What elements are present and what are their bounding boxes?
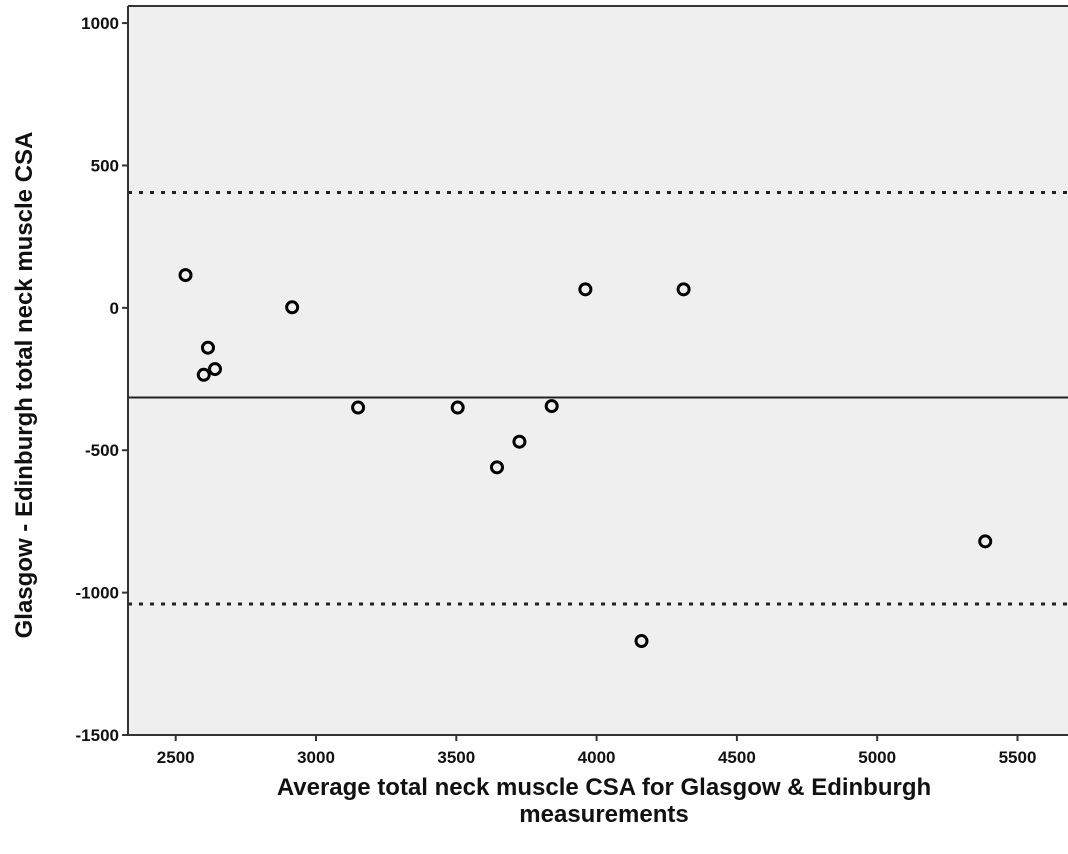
x-tick-label: 2500 bbox=[157, 748, 195, 767]
y-tick-label: -1500 bbox=[76, 726, 119, 745]
data-point bbox=[676, 282, 691, 297]
data-point bbox=[207, 362, 222, 377]
plot-area bbox=[128, 6, 1068, 735]
data-point bbox=[489, 460, 504, 475]
x-axis-title-line-1: Average total neck muscle CSA for Glasgo… bbox=[277, 774, 931, 801]
y-tick-label: 0 bbox=[110, 299, 119, 318]
data-points bbox=[178, 268, 993, 649]
axes bbox=[127, 5, 1068, 736]
y-tick-label: 500 bbox=[91, 156, 119, 175]
y-tick-label: -1000 bbox=[76, 584, 119, 603]
data-point bbox=[978, 534, 993, 549]
data-point bbox=[450, 400, 465, 415]
x-tick-label: 3000 bbox=[297, 748, 335, 767]
x-axis-ticks: 2500 3000 3500 4000 4500 5000 5500 bbox=[157, 735, 1037, 767]
data-point bbox=[512, 434, 527, 449]
x-axis-title-line-2: measurements bbox=[519, 801, 688, 828]
x-tick-label: 5500 bbox=[999, 748, 1037, 767]
data-point bbox=[351, 400, 366, 415]
data-point bbox=[544, 399, 559, 414]
data-point bbox=[578, 282, 593, 297]
x-tick-label: 4000 bbox=[578, 748, 616, 767]
x-tick-label: 5000 bbox=[858, 748, 896, 767]
data-point bbox=[178, 268, 193, 283]
y-axis-title: Glasgow - Edinburgh total neck muscle CS… bbox=[11, 132, 38, 639]
x-tick-label: 4500 bbox=[718, 748, 756, 767]
x-tick-label: 3500 bbox=[437, 748, 475, 767]
data-point bbox=[200, 340, 215, 355]
data-point bbox=[634, 634, 649, 649]
data-point bbox=[196, 367, 211, 382]
y-tick-label: -500 bbox=[85, 441, 119, 460]
reference-lines bbox=[128, 191, 1068, 606]
data-point bbox=[285, 300, 300, 315]
y-axis-ticks: -1500 -1000 -500 0 500 1000 bbox=[76, 14, 128, 745]
y-tick-label: 1000 bbox=[81, 14, 119, 33]
